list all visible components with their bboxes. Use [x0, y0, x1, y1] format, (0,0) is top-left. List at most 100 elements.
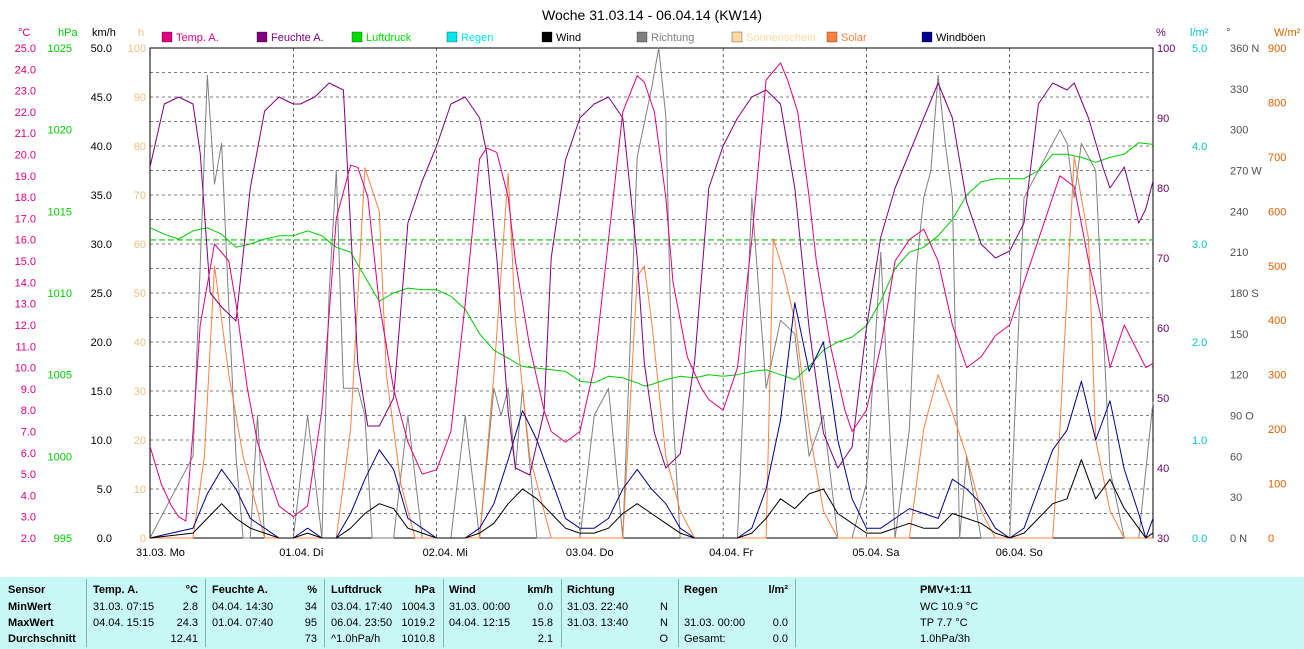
stats-time: 31.03. 07:15: [93, 601, 155, 613]
tick-label-wind: 5.0: [97, 484, 112, 496]
statistics-panel: Sensor MinWert MaxWert Durchschnitt Temp…: [0, 577, 1304, 649]
legend-label: Richtung: [651, 32, 694, 44]
tick-label-wind: 40.0: [91, 141, 112, 153]
axis-unit-temp: °C: [18, 27, 30, 39]
tick-label-temp: 3.0: [21, 512, 36, 524]
stats-time: 31.03. 00:00: [684, 617, 746, 629]
stats-value: 73: [304, 633, 317, 645]
tick-label-sun: 100: [128, 43, 146, 55]
tick-label-solar: 600: [1268, 206, 1286, 218]
tick-label-rain: 0.0: [1192, 533, 1207, 545]
tick-label-sun: 80: [134, 141, 146, 153]
tick-label-direction: 0 N: [1230, 533, 1247, 545]
stats-time: 31.03. 22:40: [567, 601, 629, 613]
series-line: [150, 156, 1153, 539]
tick-label-solar: 700: [1268, 152, 1286, 164]
stats-value: N: [660, 601, 668, 613]
series-line: [149, 62, 1154, 522]
tick-label-pressure: 995: [54, 533, 72, 545]
tick-label-temp: 21.0: [15, 128, 36, 140]
tick-label-solar: 0: [1268, 533, 1274, 545]
tick-label-sun: 0: [140, 533, 146, 545]
tick-label-temp: 17.0: [15, 213, 36, 225]
legend-swatch: [921, 31, 933, 43]
stats-value: 0.0: [772, 617, 788, 629]
tick-label-pressure: 1020: [48, 125, 72, 137]
tick-label-wind: 35.0: [91, 190, 112, 202]
stats-col-rain: Regen l/m² 31.03. 00:00 0.0 Gesamt: 0.0: [684, 577, 790, 649]
stats-value: 1010.8: [401, 633, 435, 645]
stats-value: 12.41: [170, 633, 198, 645]
tick-label-direction: 240: [1230, 206, 1248, 218]
axis-unit-sun: h: [138, 27, 144, 39]
tick-label-rain: 2.0: [1192, 337, 1207, 349]
stats-unit: km/h: [527, 584, 553, 596]
tick-label-temp: 25.0: [15, 43, 36, 55]
stats-value: 34: [304, 601, 317, 613]
stats-value: 1019.2: [401, 617, 435, 629]
tick-label-sun: 70: [134, 190, 146, 202]
tick-label-humidity: 30: [1157, 533, 1169, 545]
tick-label-direction: 330: [1230, 84, 1248, 96]
series-line: [149, 459, 1154, 539]
axis-unit-humidity: %: [1156, 27, 1166, 39]
tick-label-temp: 4.0: [21, 490, 36, 502]
x-tick-label: 02.04. Mi: [423, 547, 468, 559]
axis-unit-wind: km/h: [92, 27, 116, 39]
stats-value: 0.0: [537, 601, 553, 613]
stats-value: N: [660, 617, 668, 629]
tick-label-rain: 4.0: [1192, 141, 1207, 153]
tick-label-sun: 30: [134, 386, 146, 398]
tick-label-sun: 20: [134, 435, 146, 447]
legend-label: Wind: [556, 32, 581, 44]
tick-label-temp: 11.0: [15, 341, 36, 353]
tick-label-sun: 40: [134, 337, 146, 349]
tick-label-humidity: 80: [1157, 183, 1169, 195]
stats-row-label: Durchschnitt: [8, 633, 76, 645]
legend-swatch: [731, 31, 743, 43]
chart-title: Woche 31.03.14 - 06.04.14 (KW14): [542, 7, 762, 23]
tick-label-solar: 400: [1268, 315, 1286, 327]
tick-label-direction: 210: [1230, 247, 1248, 259]
legend-swatch: [256, 31, 268, 43]
stats-value: 2.1: [537, 633, 553, 645]
stats-unit: l/m²: [768, 584, 788, 596]
tick-label-temp: 23.0: [15, 86, 36, 98]
tick-label-temp: 22.0: [15, 107, 36, 119]
tick-label-rain: 1.0: [1192, 435, 1207, 447]
tick-label-temp: 19.0: [15, 171, 36, 183]
axis-unit-direction: °: [1226, 27, 1230, 39]
stats-value: WC 10.9 °C: [920, 601, 979, 613]
legend-label: Regen: [461, 32, 493, 44]
x-tick-label: 03.04. Do: [566, 547, 614, 559]
tick-label-sun: 10: [134, 484, 146, 496]
axis-unit-pressure: hPa: [58, 27, 78, 39]
tick-label-direction: 360 N: [1230, 43, 1259, 55]
stats-value: 0.0: [772, 633, 788, 645]
tick-label-temp: 18.0: [15, 192, 36, 204]
tick-label-solar: 800: [1268, 97, 1286, 109]
tick-label-humidity: 90: [1157, 113, 1169, 125]
stats-header: Feuchte A.: [212, 584, 268, 596]
tick-label-wind: 30.0: [91, 239, 112, 251]
legend-label: Solar: [841, 32, 867, 44]
weather-chart: Woche 31.03.14 - 06.04.14 (KW14) °C 25.0 2…: [15, 7, 1301, 559]
stats-header: Richtung: [567, 584, 615, 596]
stats-unit: %: [307, 584, 317, 596]
legend-swatch: [351, 31, 363, 43]
tick-label-temp: 5.0: [21, 469, 36, 481]
series-line: [149, 302, 1154, 539]
stats-col-wind: Wind km/h 31.03. 00:00 0.0 04.04. 12:15 …: [449, 577, 555, 649]
tick-label-wind: 0.0: [97, 533, 112, 545]
stats-time: 06.04. 23:50: [331, 617, 393, 629]
stats-time: 01.04. 07:40: [212, 617, 274, 629]
tick-label-temp: 20.0: [15, 150, 36, 162]
stats-value: 95: [304, 617, 317, 629]
tick-label-sun: 90: [134, 92, 146, 104]
x-tick-label: 01.04. Di: [279, 547, 323, 559]
stats-value: 15.8: [531, 617, 553, 629]
legend-label: Sonnenschein: [746, 32, 816, 44]
tick-label-temp: 6.0: [21, 448, 36, 460]
tick-label-sun: 60: [134, 239, 146, 251]
tick-label-pressure: 1015: [48, 206, 72, 218]
